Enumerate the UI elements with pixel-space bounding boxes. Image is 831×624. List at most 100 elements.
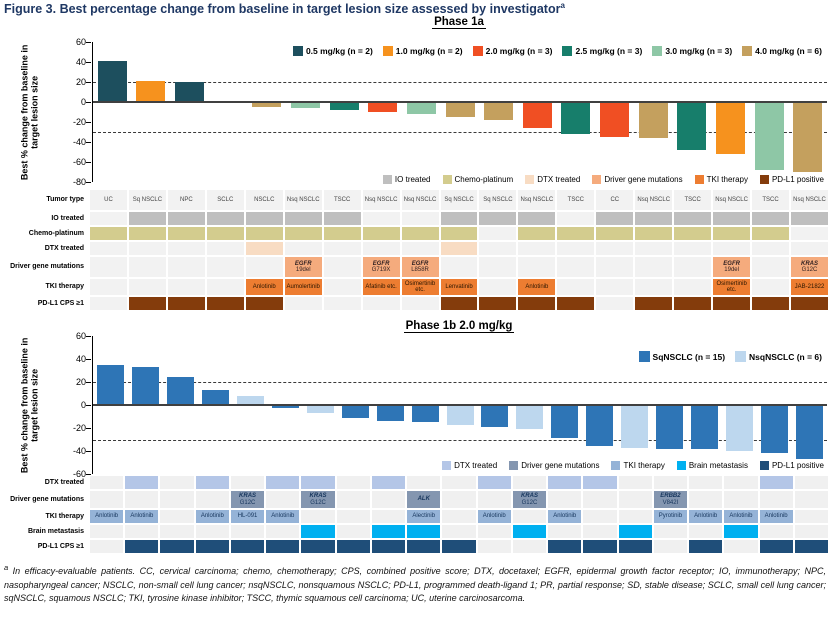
legend-swatch — [638, 351, 650, 362]
bar — [484, 102, 514, 120]
pdl1-cell — [371, 540, 406, 553]
mutation-text: KRAS — [309, 493, 327, 500]
pdl1-cell — [759, 540, 793, 553]
legend-item: PD-L1 positive — [759, 175, 824, 184]
tki-therapy-cell — [336, 510, 370, 523]
pdl1-cell — [206, 297, 244, 310]
dtx-cell — [362, 242, 400, 255]
brain-cell — [230, 525, 265, 538]
io-cell — [752, 212, 790, 225]
tumor-type-text: Nsq NSCLC — [520, 196, 554, 203]
dtx-cell — [401, 242, 439, 255]
dtx-cell — [791, 242, 828, 255]
driver-mutation-cell — [245, 257, 283, 277]
therapy-text: Anlotinib — [252, 283, 276, 290]
therapy-text: Anlotinib — [482, 513, 506, 520]
pdl1-cell — [90, 297, 127, 310]
legend-label: 2.5 mg/kg (n = 3) — [575, 46, 643, 56]
pdl1-cell — [548, 540, 582, 553]
driver-mutation-cell: ALK — [407, 491, 441, 508]
mutation-text: G12C — [310, 499, 326, 506]
y-tick-label: 60 — [75, 37, 86, 47]
dtx-cell — [407, 476, 441, 489]
tumor-type-cell: TSCC — [557, 190, 595, 210]
io-cell — [362, 212, 400, 225]
tumor-type-text: Nsq NSCLC — [637, 196, 671, 203]
bar — [271, 405, 299, 409]
tki-therapy-cell — [90, 279, 127, 295]
y-tick-mark — [86, 381, 91, 383]
phase1a-annotation-grid: Tumor type UC Sq NSCLC NPC SCLC NSCLC Nsq NSCL… — [2, 190, 828, 310]
bar — [236, 395, 264, 405]
legend-label: 3.0 mg/kg (n = 3) — [665, 46, 733, 56]
bar — [516, 405, 544, 430]
dtx-cell — [245, 242, 283, 255]
dtx-cell — [90, 242, 127, 255]
legend-label: Chemo-platinum — [454, 175, 514, 184]
bar — [406, 102, 436, 114]
y-tick-mark — [86, 473, 91, 475]
driver-mutation-cell — [635, 257, 673, 277]
tumor-type-text: Sq NSCLC — [444, 196, 474, 203]
y-tick-mark — [86, 404, 91, 406]
tumor-type-text: TSCC — [684, 196, 701, 203]
tumor-type-cell: Nsq NSCLC — [713, 190, 751, 210]
legend-label: PD-L1 positive — [771, 461, 824, 470]
pdl1-cell — [245, 297, 283, 310]
phase1b-title: Phase 1b 2.0 mg/kg — [92, 320, 826, 333]
driver-mutation-cell — [674, 257, 712, 277]
chemo-cell — [284, 227, 322, 240]
tumor-type-cell: Nsq NSCLC — [362, 190, 400, 210]
legend-label: NsqNSCLC (n = 6) — [749, 351, 822, 362]
legend-label: TKI therapy — [623, 461, 665, 470]
pdl1-cell — [407, 540, 441, 553]
phase1b-plot — [86, 335, 827, 475]
mutation-text: KRAS — [520, 493, 538, 500]
pdl1-cell — [653, 540, 688, 553]
tki-therapy-cell: Afatinib etc. — [362, 279, 400, 295]
driver-mutation-cell: KRAS G12C — [301, 491, 335, 508]
legend-label: 1.0 mg/kg (n = 2) — [395, 46, 463, 56]
tki-therapy-cell: HL-091 — [230, 510, 265, 523]
tumor-type-text: SCLC — [217, 196, 234, 203]
pdl1-cell — [125, 540, 159, 553]
phase1a-dose-legend: 0.5 mg/kg (n = 2) 1.0 mg/kg (n = 2) 2.0 mg… — [92, 45, 822, 57]
phase1a-title: Phase 1a — [92, 16, 826, 29]
therapy-text: Osimertinib etc. — [404, 280, 436, 293]
mutation-text: ALK — [417, 496, 430, 503]
legend-item: 2.0 mg/kg (n = 3) — [472, 46, 552, 56]
chemo-cell — [90, 227, 127, 240]
io-cell — [674, 212, 712, 225]
therapy-text: Afatinib etc. — [365, 283, 397, 290]
therapy-text: Anlotinib — [271, 513, 295, 520]
tki-therapy-cell: Osimertinib etc. — [713, 279, 751, 295]
chemo-cell — [128, 227, 166, 240]
y-tick-mark — [86, 101, 91, 103]
bar — [166, 377, 194, 405]
pdl1-cell — [440, 297, 478, 310]
phase1a-title-text: Phase 1a — [432, 16, 486, 29]
io-cell — [557, 212, 595, 225]
io-cell — [596, 212, 634, 225]
legend-swatch — [442, 461, 452, 470]
legend-item: TKI therapy — [611, 461, 665, 470]
legend-label: Driver gene mutations — [604, 175, 683, 184]
dtx-cell — [371, 476, 406, 489]
dtx-cell — [596, 242, 634, 255]
driver-mutation-cell — [336, 491, 370, 508]
legend-label: IO treated — [394, 175, 431, 184]
io-cell — [440, 212, 478, 225]
mutation-text: G12C — [801, 267, 818, 273]
brain-cell — [301, 525, 335, 538]
driver-mutation-cell — [160, 491, 194, 508]
legend-item: 0.5 mg/kg (n = 2) — [292, 46, 373, 56]
driver-mutation-cell — [724, 491, 758, 508]
dtx-cell — [548, 476, 582, 489]
legend-swatch — [562, 46, 573, 56]
y-tick-mark — [86, 427, 91, 429]
legend-label: PD-L1 positive — [771, 175, 824, 184]
bar — [290, 102, 320, 108]
legend-item: DTX treated — [442, 461, 497, 470]
tumor-type-cell: TSCC — [323, 190, 361, 210]
driver-mutation-cell — [596, 257, 634, 277]
